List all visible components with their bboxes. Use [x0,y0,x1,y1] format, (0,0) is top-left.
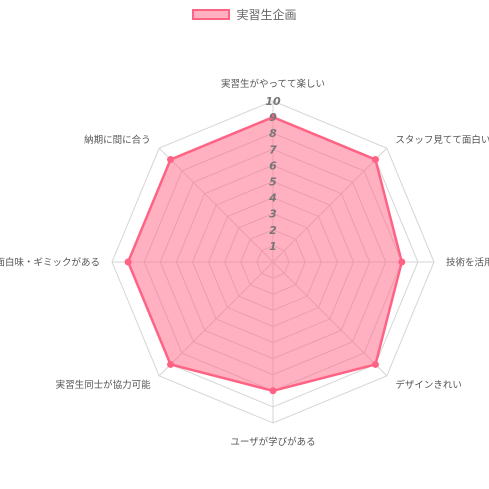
tick-label: 6 [269,159,277,172]
radar-category-labels: 実習生がやってて楽しいスタッフ見てて面白い技術を活用デザインきれいユーザが学びが… [0,78,489,448]
data-point-0 [269,113,277,121]
data-point-1 [371,156,379,164]
tick-label: 3 [269,208,277,221]
radar-ticks: 1 2 3 4 5 6 7 8 9 10 [265,95,281,253]
category-label: 納期に間に合う [84,134,151,146]
category-label: 実習生がやってて楽しい [221,78,325,90]
category-label: スタッフ見てて面白い [395,134,489,146]
data-point-7 [167,156,175,164]
tick-label: 2 [269,224,277,237]
legend-swatch [192,9,231,20]
data-point-4 [269,387,277,395]
tick-label: 5 [269,176,277,189]
category-label: デザインきれい [395,379,462,391]
radar-series [124,113,406,395]
tick-label: 8 [269,127,277,140]
data-point-6 [124,258,132,266]
category-label: ユーザが学びがある [230,436,315,448]
category-label: 面白味・ギミックがある [0,257,100,269]
tick-label: 1 [269,240,277,253]
data-point-5 [167,360,175,368]
data-point-2 [398,258,406,266]
category-label: 技術を活用 [446,257,489,269]
tick-label: 4 [268,192,277,205]
category-label: 実習生同士が協力可能 [56,379,152,391]
tick-label: 9 [269,111,277,124]
legend-label: 実習生企画 [236,8,297,22]
legend[interactable]: 実習生企画 [0,6,489,23]
tick-label: 7 [269,143,277,156]
data-point-3 [371,360,379,368]
tick-label: 10 [265,95,281,108]
